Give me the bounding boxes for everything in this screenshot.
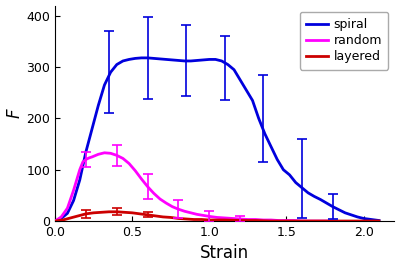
Legend: spiral, random, layered: spiral, random, layered (300, 12, 388, 70)
Y-axis label: F: F (6, 109, 24, 118)
X-axis label: Strain: Strain (200, 244, 249, 262)
